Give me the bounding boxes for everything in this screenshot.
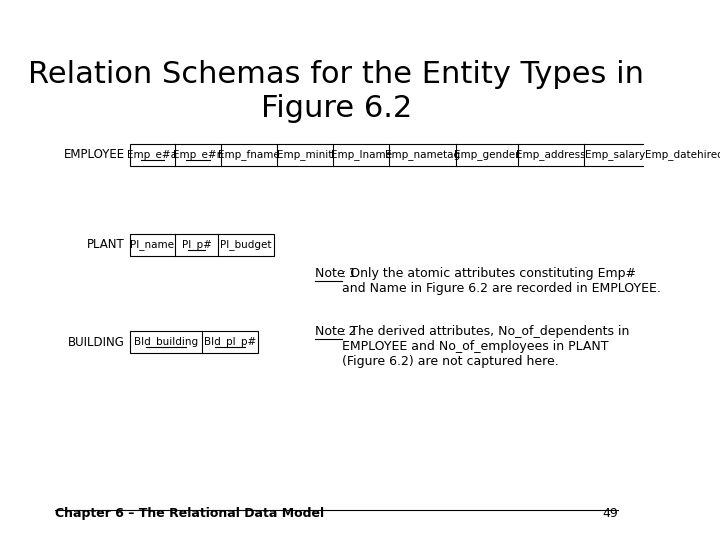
- Text: 49: 49: [602, 507, 618, 520]
- Text: Chapter 6 – The Relational Data Model: Chapter 6 – The Relational Data Model: [55, 507, 324, 520]
- Text: Note 2: Note 2: [315, 325, 356, 338]
- Text: Emp_salary: Emp_salary: [585, 150, 645, 160]
- Text: Pl_budget: Pl_budget: [220, 240, 271, 251]
- Text: Emp_address: Emp_address: [516, 150, 585, 160]
- Bar: [130, 144, 720, 166]
- Text: Emp_gender: Emp_gender: [454, 150, 520, 160]
- Text: : Only the atomic attributes constituting Emp#
and Name in Figure 6.2 are record: : Only the atomic attributes constitutin…: [342, 267, 661, 295]
- Bar: [130, 234, 274, 256]
- Text: PLANT: PLANT: [87, 239, 125, 252]
- Bar: [130, 331, 258, 353]
- Text: Relation Schemas for the Entity Types in
Figure 6.2: Relation Schemas for the Entity Types in…: [28, 60, 644, 123]
- Text: : The derived attributes, No_of_dependents in
EMPLOYEE and No_of_employees in PL: : The derived attributes, No_of_dependen…: [342, 325, 629, 368]
- Text: Emp_lname: Emp_lname: [330, 150, 392, 160]
- Text: Emp_datehired: Emp_datehired: [645, 150, 720, 160]
- Text: BUILDING: BUILDING: [68, 335, 125, 348]
- Text: Pl_p#: Pl_p#: [181, 240, 212, 251]
- Text: Emp_e#a: Emp_e#a: [127, 150, 178, 160]
- Text: Note 1: Note 1: [315, 267, 356, 280]
- Text: Emp_minit: Emp_minit: [277, 150, 333, 160]
- Text: Emp_e#n: Emp_e#n: [173, 150, 223, 160]
- Text: Bld_building: Bld_building: [134, 336, 198, 347]
- Text: EMPLOYEE: EMPLOYEE: [63, 148, 125, 161]
- Text: Pl_name: Pl_name: [130, 240, 174, 251]
- Text: Emp_fname: Emp_fname: [218, 150, 280, 160]
- Text: Bld_pl_p#: Bld_pl_p#: [204, 336, 256, 347]
- Text: Emp_nametag: Emp_nametag: [385, 150, 460, 160]
